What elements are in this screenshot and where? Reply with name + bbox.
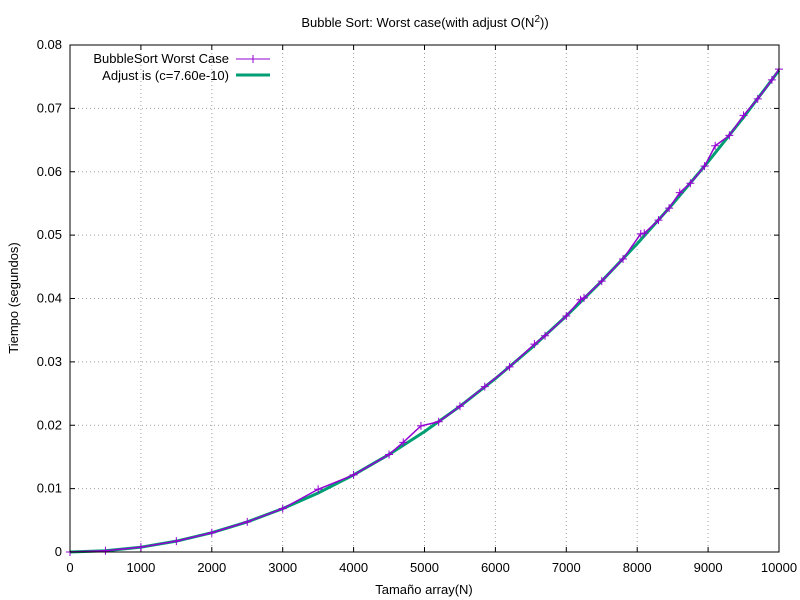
chart-title: Bubble Sort: Worst case(with adjust O(N2… bbox=[301, 14, 548, 30]
bubblesort-point bbox=[101, 546, 110, 555]
bubblesort-point bbox=[562, 311, 571, 320]
bubblesort-point bbox=[136, 543, 145, 552]
bubblesort-point bbox=[665, 204, 674, 213]
adjust-curve bbox=[69, 69, 781, 554]
bubblesort-line bbox=[69, 68, 780, 553]
x-tick-label: 0 bbox=[66, 560, 73, 575]
plot-area bbox=[66, 65, 783, 556]
bubblesort-point bbox=[753, 94, 762, 103]
x-tick-label: 10000 bbox=[761, 560, 797, 575]
bubblesort-point bbox=[434, 417, 443, 426]
y-tick-label: 0.01 bbox=[37, 481, 62, 496]
bubblesort-point bbox=[711, 141, 720, 150]
bubblesort-point bbox=[700, 162, 709, 171]
y-tick-label: 0.04 bbox=[37, 291, 62, 306]
axis-ticks: 0 1000 2000 3000 4000 5000 6000 7000 8000 9000 100… bbox=[37, 37, 797, 575]
bubblesort-point bbox=[576, 295, 585, 304]
x-tick-label: 1000 bbox=[126, 560, 155, 575]
bubblesort-point bbox=[349, 470, 358, 479]
x-tick-label: 5000 bbox=[410, 560, 439, 575]
bubblesort-point bbox=[243, 517, 252, 526]
bubblesort-point bbox=[767, 75, 776, 84]
y-tick-label: 0.08 bbox=[37, 37, 62, 52]
bubblesort-point bbox=[455, 402, 464, 411]
bubblesort-point bbox=[725, 131, 734, 140]
bubblesort-point bbox=[580, 293, 589, 302]
grid bbox=[70, 45, 779, 552]
bubblesort-point bbox=[597, 277, 606, 286]
y-tick-label: 0.03 bbox=[37, 354, 62, 369]
bubblesort-point bbox=[399, 438, 408, 447]
bubblesort-point bbox=[278, 504, 287, 513]
x-tick-label: 7000 bbox=[552, 560, 581, 575]
bubblesort-point bbox=[505, 362, 514, 371]
legend-label-bubblesort: BubbleSort Worst Case bbox=[93, 51, 229, 66]
bubblesort-point bbox=[636, 229, 645, 238]
x-tick-label: 4000 bbox=[339, 560, 368, 575]
x-tick-label: 6000 bbox=[481, 560, 510, 575]
bubblesort-point bbox=[640, 229, 649, 238]
legend-label-adjust: Adjust is (c=7.60e-10) bbox=[102, 68, 229, 83]
x-tick-label: 2000 bbox=[197, 560, 226, 575]
plot-frame bbox=[69, 44, 780, 553]
legend: BubbleSort Worst Case Adjust is (c=7.60e… bbox=[93, 51, 270, 83]
x-tick-label: 8000 bbox=[623, 560, 652, 575]
bubblesort-point bbox=[416, 421, 425, 430]
x-tick-label: 9000 bbox=[694, 560, 723, 575]
y-tick-label: 0.02 bbox=[37, 417, 62, 432]
bubblesort-point bbox=[207, 528, 216, 537]
y-tick-label: 0 bbox=[55, 544, 62, 559]
bubblesort-point bbox=[739, 111, 748, 120]
bubblesort-point bbox=[314, 485, 323, 494]
bubblesort-point bbox=[541, 331, 550, 340]
bubblesort-point bbox=[480, 382, 489, 391]
y-tick-label: 0.07 bbox=[37, 100, 62, 115]
bubblesort-point bbox=[530, 340, 539, 349]
y-axis-title: Tiempo (segundos) bbox=[6, 242, 21, 354]
bubblesort-point bbox=[172, 537, 181, 546]
bubblesort-point bbox=[619, 254, 628, 263]
y-tick-label: 0.05 bbox=[37, 227, 62, 242]
bubblesort-point bbox=[385, 450, 394, 459]
x-tick-label: 3000 bbox=[268, 560, 297, 575]
bubblesort-point bbox=[654, 216, 663, 225]
x-axis-title: Tamaño array(N) bbox=[375, 582, 473, 597]
bubblesort-point bbox=[686, 179, 695, 188]
bubblesort-point bbox=[675, 188, 684, 197]
y-tick-label: 0.06 bbox=[37, 164, 62, 179]
